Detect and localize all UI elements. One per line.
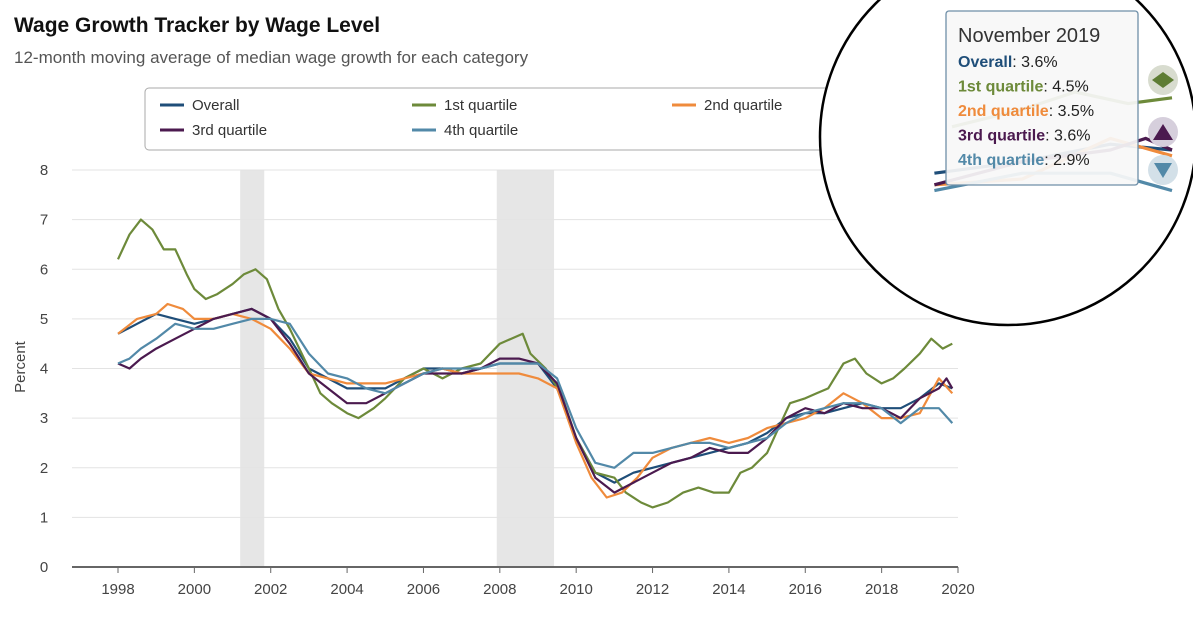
tooltip-row: 1st quartile: 4.5% xyxy=(958,79,1089,96)
chart-subtitle: 12-month moving average of median wage g… xyxy=(14,48,529,67)
tooltip-box xyxy=(945,10,1139,186)
gridlines xyxy=(72,169,958,518)
series-line-1st-quartile xyxy=(117,218,953,509)
series-line-2nd-quartile xyxy=(117,302,954,499)
tooltip-series-label: 1st quartile xyxy=(958,79,1043,96)
lens-markers xyxy=(1148,65,1178,185)
y-tick-label: 1 xyxy=(40,509,48,526)
x-tick-label: 2012 xyxy=(636,581,669,598)
legend-label: 2nd quartile xyxy=(704,97,782,114)
tooltip-row: 2nd quartile: 3.5% xyxy=(958,103,1094,120)
tooltip-series-label: 3rd quartile xyxy=(958,128,1045,145)
tooltip-series-value: : 3.6% xyxy=(1012,54,1057,71)
triangle-down-marker-icon xyxy=(1154,163,1172,178)
lens-border xyxy=(818,0,1193,327)
y-tick-label: 8 xyxy=(40,162,48,179)
series-lines xyxy=(117,218,954,509)
tooltip-series-value: : 2.9% xyxy=(1044,152,1089,169)
tooltip-row: 4th quartile: 2.9% xyxy=(958,152,1090,169)
legend-label: Overall xyxy=(192,97,240,114)
diamond-marker-icon xyxy=(1152,72,1174,88)
x-axis: 1998 2000 2002 2004 2006 2008 2010 2012 2014 2016… xyxy=(72,566,975,598)
y-tick-label: 4 xyxy=(40,361,48,378)
chart-title: Wage Growth Tracker by Wage Level xyxy=(14,14,381,37)
series-line-4th-quartile xyxy=(117,317,954,469)
y-tick-label: 0 xyxy=(40,559,48,576)
tooltip-series-value: : 3.5% xyxy=(1049,103,1094,120)
x-tick-label: 2014 xyxy=(712,581,745,598)
legend-label: 3rd quartile xyxy=(192,122,267,139)
x-tick-label: 2018 xyxy=(865,581,898,598)
x-tick-label: 2010 xyxy=(559,581,592,598)
x-tick-label: 1998 xyxy=(101,581,134,598)
y-tick-label: 7 xyxy=(40,212,48,229)
x-tick-label: 2000 xyxy=(178,581,211,598)
tooltip-row: 3rd quartile: 3.6% xyxy=(958,128,1091,145)
tooltip-series-label: 2nd quartile xyxy=(958,103,1049,120)
x-tick-label: 2020 xyxy=(941,581,974,598)
tooltip-date: November 2019 xyxy=(958,25,1100,47)
tooltip-row: Overall: 3.6% xyxy=(958,54,1058,71)
legend: Overall 1st quartile 2nd quartile 3rd quart… xyxy=(144,87,846,151)
triangle-up-marker-icon xyxy=(1153,124,1173,140)
x-tick-label: 2008 xyxy=(483,581,516,598)
y-tick-label: 5 xyxy=(40,311,48,328)
tooltip-series-label: 4th quartile xyxy=(958,152,1044,169)
y-tick-label: 6 xyxy=(40,261,48,278)
y-axis: 0 1 2 3 4 5 6 7 8 xyxy=(40,162,48,576)
legend-label: 1st quartile xyxy=(444,97,517,114)
tooltip-series-label: Overall xyxy=(958,54,1012,71)
x-tick-label: 2016 xyxy=(789,581,822,598)
tooltip-series-value: : 4.5% xyxy=(1043,79,1088,96)
y-tick-label: 3 xyxy=(40,410,48,427)
x-tick-label: 2006 xyxy=(407,581,440,598)
tooltip-series-value: : 3.6% xyxy=(1045,128,1090,145)
x-tick-label: 2004 xyxy=(330,581,363,598)
y-tick-label: 2 xyxy=(40,460,48,477)
legend-label: 4th quartile xyxy=(444,122,518,139)
x-tick-label: 2002 xyxy=(254,581,287,598)
y-axis-label: Percent xyxy=(12,340,29,393)
